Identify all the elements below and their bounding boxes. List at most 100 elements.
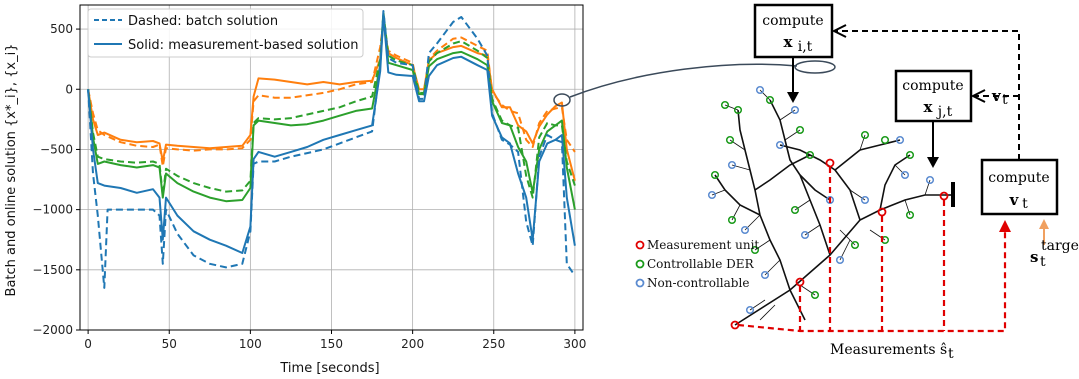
measurements-label-sub: t xyxy=(948,346,954,362)
controllable-der-node xyxy=(710,170,720,180)
x-tick-label: 300 xyxy=(563,337,586,351)
compute-box-v-title: compute xyxy=(988,170,1049,186)
legend-measurement-marker xyxy=(635,240,645,250)
non-controllable-node xyxy=(745,305,755,315)
measurement-unit-node xyxy=(939,191,949,201)
x-tick-label: 150 xyxy=(320,337,343,351)
feeder-laterals xyxy=(711,89,931,321)
controllable-der-node xyxy=(790,205,800,215)
legend-item-dashed: Dashed: batch solution xyxy=(128,14,278,29)
vt-feedback xyxy=(836,30,1020,160)
non-controllable-node xyxy=(800,230,810,240)
x-tick-label: 100 xyxy=(239,337,262,351)
plot-frame xyxy=(79,4,584,331)
zoom-ellipse-right xyxy=(794,60,836,74)
measurement-links xyxy=(737,167,1007,333)
y-tick-label: −2000 xyxy=(32,323,73,337)
measurement-unit-node xyxy=(825,158,835,168)
series-line-1 xyxy=(87,20,576,168)
node-legend: Measurement unit Controllable DER Non-co… xyxy=(635,238,759,290)
y-tick-label: 500 xyxy=(50,22,73,36)
non-controllable-node xyxy=(727,160,737,170)
feeder-branch-g xyxy=(754,154,811,191)
measurement-bus xyxy=(737,228,1007,333)
non-controllable-node xyxy=(860,195,870,205)
y-tick-label: −1500 xyxy=(32,263,73,277)
zoom-ellipse-left xyxy=(553,93,571,107)
compute-box-j-title: compute xyxy=(902,78,963,94)
x-tick-label: 0 xyxy=(84,337,92,351)
y-axis-label: Batch and online solution {x*_i}, {x_i} xyxy=(4,44,19,297)
compute-box-i-sub: i,t xyxy=(798,39,813,55)
legend-noncontrollable-marker xyxy=(635,278,645,288)
s-target-sup: target xyxy=(1041,238,1079,254)
compute-box-j-frame xyxy=(894,69,973,123)
measurement-unit-node xyxy=(877,207,887,217)
x-tick-label: 50 xyxy=(162,337,177,351)
legend-controllable-marker xyxy=(635,259,645,269)
der-nodes xyxy=(707,85,935,315)
feeder-branch-f xyxy=(714,174,761,216)
chart-legend: Dashed: batch solution Solid: measuremen… xyxy=(87,8,364,58)
non-controllable-node xyxy=(707,190,717,200)
non-controllable-node xyxy=(825,195,835,205)
feeder-branch-d xyxy=(834,139,901,171)
vt-arrowhead-j xyxy=(970,89,986,103)
compute-box-v-sub: t xyxy=(1022,196,1028,212)
x-tick-label: 200 xyxy=(401,337,424,351)
x-axis-label: Time [seconds] xyxy=(279,361,379,376)
feeder-branch-i xyxy=(789,289,806,321)
non-controllable-node xyxy=(925,175,935,185)
vt-label: v xyxy=(991,87,1002,105)
compute-box-j: compute x j,t xyxy=(894,69,973,123)
compute-box-v: compute v t xyxy=(980,158,1059,216)
non-controllable-node xyxy=(895,135,905,145)
line-chart: 0 50 100 150 200 250 300 −2000 −1500 −1000 −500 0 50… xyxy=(4,4,586,376)
vt-label-sub: t xyxy=(1002,92,1008,108)
legend-measurement-unit: Measurement unit xyxy=(647,238,759,252)
feeder-laterals-path xyxy=(711,89,931,321)
y-tick-label: 0 xyxy=(65,82,73,96)
vt-arrowhead-i xyxy=(831,24,847,38)
target-arrowhead xyxy=(1039,219,1049,229)
controllable-der-node xyxy=(727,215,737,225)
compute-box-i: compute x i,t xyxy=(753,3,834,59)
series-line-5 xyxy=(87,10,576,289)
network-diagram: compute x i,t compute x j,t compute v t … xyxy=(553,3,1079,362)
legend-non-controllable: Non-controllable xyxy=(647,276,749,290)
legend-item-solid: Solid: measurement-based solution xyxy=(128,38,358,53)
controllable-der-node xyxy=(750,245,760,255)
non-controllable-node xyxy=(900,170,910,180)
series-line-3 xyxy=(87,11,576,199)
legend-box xyxy=(87,8,364,58)
controllable-der-node xyxy=(810,290,820,300)
controllable-der-node xyxy=(795,125,805,135)
feeder-branch-e xyxy=(879,154,911,211)
controllable-der-node xyxy=(765,95,775,105)
measurement-arrowhead xyxy=(999,220,1011,232)
compute-box-j-var: x xyxy=(924,98,934,116)
vt-feedback-to-i xyxy=(836,30,1020,160)
y-tick-label: −1000 xyxy=(32,203,73,217)
compute-box-i-var: x xyxy=(784,33,794,51)
s-target-label: s xyxy=(1030,248,1038,266)
arrow-j-head xyxy=(927,157,939,168)
non-controllable-node xyxy=(775,140,785,150)
controllable-der-node xyxy=(905,210,915,220)
s-target-sub: t xyxy=(1040,254,1046,270)
measurements-label: Measurements ŝ xyxy=(830,342,947,358)
controllable-der-node xyxy=(805,150,815,160)
compute-box-v-frame xyxy=(980,158,1059,216)
legend-controllable-der: Controllable DER xyxy=(647,257,755,271)
non-controllable-node xyxy=(755,85,765,95)
controllable-der-node xyxy=(733,105,743,115)
axis-ticks: 0 50 100 150 200 250 300 −2000 −1500 −1000 −500 0 50… xyxy=(32,22,586,351)
non-controllable-node xyxy=(760,270,770,280)
series-layer xyxy=(87,10,576,289)
x-tick-label: 250 xyxy=(482,337,505,351)
controllable-der-node xyxy=(720,100,730,110)
controllable-der-node xyxy=(880,135,890,145)
controllable-der-node xyxy=(725,135,735,145)
feeder-branch-h xyxy=(799,174,831,201)
